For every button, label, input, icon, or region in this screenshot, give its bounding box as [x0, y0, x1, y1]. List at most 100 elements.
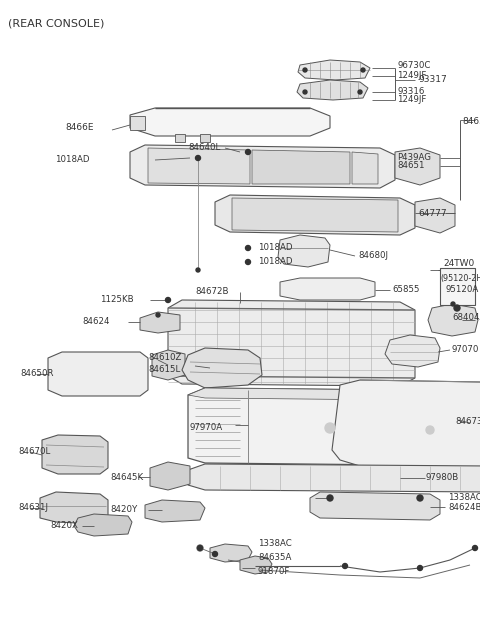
- Text: P439AG: P439AG: [397, 153, 431, 162]
- Polygon shape: [145, 500, 205, 522]
- Circle shape: [343, 563, 348, 569]
- Text: 1338AC: 1338AC: [258, 540, 292, 549]
- Polygon shape: [152, 350, 185, 380]
- Text: 84650R: 84650R: [20, 369, 53, 378]
- Circle shape: [361, 68, 365, 72]
- Text: 97980B: 97980B: [426, 472, 459, 481]
- Circle shape: [303, 68, 307, 72]
- Text: 1125KB: 1125KB: [100, 296, 133, 304]
- Text: 8420X: 8420X: [50, 522, 78, 531]
- Polygon shape: [188, 464, 480, 492]
- Polygon shape: [298, 60, 370, 80]
- Polygon shape: [148, 148, 250, 184]
- Text: 84615L: 84615L: [148, 365, 180, 374]
- Text: 97970A: 97970A: [190, 424, 223, 433]
- Text: (REAR CONSOLE): (REAR CONSOLE): [8, 18, 104, 28]
- Polygon shape: [140, 312, 180, 333]
- Polygon shape: [210, 544, 252, 562]
- Text: 1018AD: 1018AD: [55, 156, 89, 165]
- Circle shape: [245, 246, 251, 251]
- Circle shape: [166, 297, 170, 303]
- Polygon shape: [188, 388, 420, 465]
- Text: 84673: 84673: [455, 417, 480, 426]
- Text: 96730C: 96730C: [397, 62, 431, 71]
- Text: 84650I: 84650I: [462, 117, 480, 126]
- Text: 84635A: 84635A: [258, 553, 291, 563]
- Polygon shape: [395, 148, 440, 185]
- Text: 84645K: 84645K: [110, 472, 143, 481]
- Circle shape: [418, 565, 422, 570]
- Polygon shape: [175, 134, 185, 142]
- Circle shape: [417, 495, 423, 501]
- Circle shape: [195, 156, 201, 160]
- Polygon shape: [310, 492, 440, 520]
- Text: 95120A: 95120A: [445, 285, 478, 294]
- Text: 1338AC: 1338AC: [448, 494, 480, 503]
- Text: 84624B: 84624B: [448, 503, 480, 513]
- Text: 65855: 65855: [392, 285, 420, 294]
- Text: (95120-2H300): (95120-2H300): [440, 274, 480, 283]
- Text: 84624: 84624: [82, 317, 109, 326]
- Polygon shape: [150, 462, 190, 490]
- Text: 84670L: 84670L: [18, 447, 50, 456]
- Text: 93317: 93317: [418, 76, 447, 85]
- Polygon shape: [40, 492, 108, 524]
- Text: 1249JF: 1249JF: [397, 72, 426, 81]
- Text: 84631J: 84631J: [18, 503, 48, 513]
- Text: 68404A: 68404A: [452, 313, 480, 322]
- Text: 84672B: 84672B: [195, 288, 228, 297]
- Circle shape: [197, 545, 203, 551]
- Polygon shape: [168, 300, 415, 386]
- Polygon shape: [232, 198, 398, 232]
- Circle shape: [197, 545, 203, 551]
- Polygon shape: [385, 335, 440, 367]
- Text: 1249JF: 1249JF: [397, 96, 426, 104]
- Circle shape: [213, 551, 217, 556]
- Polygon shape: [332, 380, 480, 468]
- Text: 1018AD: 1018AD: [258, 258, 292, 267]
- Circle shape: [245, 260, 251, 265]
- Polygon shape: [415, 198, 455, 233]
- Circle shape: [196, 268, 200, 272]
- Circle shape: [451, 302, 455, 306]
- Text: 84610Z: 84610Z: [148, 353, 181, 363]
- Polygon shape: [130, 108, 330, 136]
- Text: 24TW0: 24TW0: [443, 260, 474, 269]
- Text: 1018AD: 1018AD: [258, 244, 292, 253]
- Circle shape: [303, 90, 307, 94]
- Polygon shape: [42, 435, 108, 474]
- Text: 64777: 64777: [418, 208, 446, 217]
- Circle shape: [245, 149, 251, 154]
- Circle shape: [358, 90, 362, 94]
- Polygon shape: [440, 268, 475, 305]
- Polygon shape: [182, 348, 262, 388]
- Polygon shape: [280, 278, 375, 300]
- Circle shape: [454, 305, 460, 311]
- Polygon shape: [74, 514, 132, 536]
- Text: 97070: 97070: [452, 345, 480, 354]
- Circle shape: [472, 545, 478, 551]
- Polygon shape: [48, 352, 148, 396]
- Circle shape: [426, 426, 434, 434]
- Polygon shape: [297, 80, 368, 100]
- Text: 84640L: 84640L: [188, 144, 220, 153]
- Text: 8466E: 8466E: [65, 124, 94, 133]
- Polygon shape: [428, 304, 478, 336]
- Text: 8420Y: 8420Y: [110, 506, 137, 515]
- Polygon shape: [278, 235, 330, 267]
- Polygon shape: [240, 556, 272, 574]
- Text: 84651: 84651: [397, 162, 424, 171]
- Circle shape: [327, 495, 333, 501]
- Polygon shape: [130, 116, 145, 130]
- Circle shape: [325, 423, 335, 433]
- Polygon shape: [200, 134, 210, 142]
- Polygon shape: [130, 145, 395, 188]
- Text: 84680J: 84680J: [358, 251, 388, 260]
- Polygon shape: [252, 150, 350, 184]
- Text: 91870F: 91870F: [258, 567, 290, 576]
- Circle shape: [156, 313, 160, 317]
- Polygon shape: [188, 388, 420, 400]
- Polygon shape: [352, 152, 378, 184]
- Polygon shape: [215, 195, 415, 235]
- Text: 93316: 93316: [397, 88, 424, 97]
